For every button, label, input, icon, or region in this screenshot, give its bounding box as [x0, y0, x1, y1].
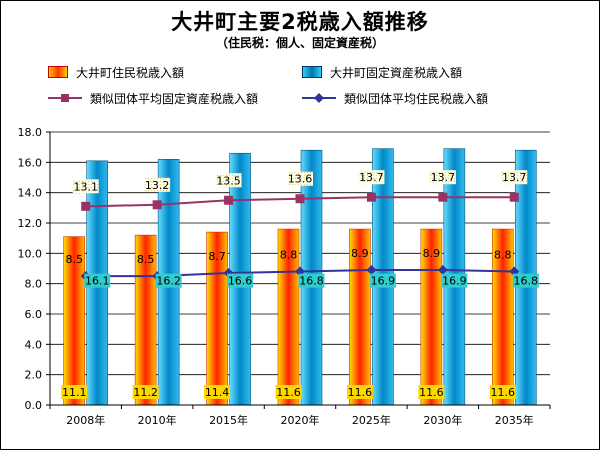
property-tax-data-label-bg — [369, 273, 396, 288]
legend-swatch-similar-property-tax — [48, 94, 82, 102]
y-tick-label: 4.0 — [25, 338, 43, 351]
y-tick-label: 16.0 — [18, 156, 43, 169]
similar-resident-tax-data-label: 8.5 — [65, 253, 83, 266]
similar-property-tax-marker — [509, 192, 519, 202]
similar-property-tax-data-label-bg — [215, 173, 242, 188]
y-tick-label: 2.0 — [25, 369, 43, 382]
legend-swatch-property-tax — [302, 66, 322, 78]
similar-property-tax-data-label: 13.7 — [359, 171, 384, 184]
similar-property-tax-data-label-bg — [287, 171, 313, 186]
similar-property-tax-marker — [81, 201, 91, 211]
similar-resident-tax-data-label: 8.9 — [423, 247, 441, 260]
resident-tax-data-label-bg — [275, 385, 302, 399]
resident-tax-data-label-bg — [346, 385, 373, 399]
legend-swatch-resident-tax — [48, 66, 68, 78]
similar-resident-tax-marker — [366, 265, 377, 276]
similar-property-tax-data-label: 13.7 — [502, 171, 527, 184]
resident-tax-data-label: 11.4 — [205, 386, 230, 399]
chart-subtitle: （住民税：個人、固定資産税） — [215, 36, 384, 50]
similar-property-tax-marker — [224, 195, 234, 205]
property-tax-data-label: 16.2 — [156, 275, 181, 288]
property-tax-data-label: 16.9 — [442, 275, 467, 288]
chart-title: 大井町主要2税歳入額推移 — [171, 10, 429, 34]
similar-property-tax-data-label-bg — [72, 179, 99, 194]
similar-resident-tax-data-label: 8.8 — [280, 249, 298, 262]
y-tick-label: 0.0 — [25, 399, 43, 412]
x-tick-label: 2008年 — [66, 413, 105, 427]
similar-resident-tax-marker — [437, 265, 448, 276]
similar-resident-tax-data-label: 8.9 — [351, 247, 369, 260]
resident-tax-data-label: 11.6 — [491, 386, 516, 399]
similar-property-tax-data-label-bg — [144, 177, 171, 192]
resident-tax-data-label-bg — [418, 385, 445, 399]
x-tick-label: 2025年 — [352, 413, 391, 427]
y-tick-label: 10.0 — [18, 247, 43, 260]
similar-property-tax-data-label: 13.7 — [431, 171, 456, 184]
y-tick-label: 6.0 — [25, 308, 43, 321]
similar-resident-tax-data-label: 8.8 — [494, 249, 512, 262]
property-tax-data-label: 16.8 — [514, 275, 539, 288]
similar-property-tax-data-label: 13.2 — [145, 179, 170, 192]
x-tick-label: 2035年 — [495, 413, 534, 427]
similar-property-tax-marker — [295, 194, 305, 204]
similar-property-tax-data-label: 13.1 — [73, 180, 98, 193]
y-tick-label: 8.0 — [25, 278, 43, 291]
property-tax-data-label-bg — [441, 273, 468, 288]
resident-tax-data-label: 11.6 — [419, 386, 444, 399]
similar-resident-tax-data-label: 8.5 — [137, 253, 155, 266]
legend-item-similar-resident-tax: 類似団体平均住民税歳入額 — [302, 90, 488, 106]
similar-property-tax-data-label: 13.6 — [288, 173, 313, 186]
resident-tax-data-label: 11.6 — [276, 386, 301, 399]
property-tax-data-label: 16.8 — [299, 275, 324, 288]
resident-tax-data-label-bg — [204, 385, 231, 399]
x-tick-label: 2015年 — [209, 413, 248, 427]
property-tax-data-label-bg — [298, 273, 325, 288]
legend-label-similar-resident-tax: 類似団体平均住民税歳入額 — [344, 91, 489, 106]
legend-item-property-tax: 大井町固定資産税歳入額 — [302, 64, 462, 80]
resident-tax-data-label: 11.6 — [348, 386, 373, 399]
resident-tax-data-label: 11.1 — [62, 386, 87, 399]
y-tick-label: 12.0 — [18, 217, 43, 230]
x-tick-label: 2020年 — [281, 413, 320, 427]
similar-property-tax-marker — [438, 192, 448, 202]
legend-label-resident-tax: 大井町住民税歳入額 — [76, 65, 185, 80]
legend-item-similar-property-tax: 類似団体平均固定資産税歳入額 — [48, 90, 258, 106]
similar-property-tax-marker — [366, 192, 376, 202]
resident-tax-data-label-bg — [61, 385, 88, 399]
property-tax-data-label: 16.1 — [85, 275, 110, 288]
similar-property-tax-marker — [152, 200, 162, 210]
property-tax-data-label-bg — [84, 273, 111, 288]
resident-tax-data-label-bg — [489, 385, 516, 399]
similar-property-tax-data-label-bg — [358, 170, 385, 185]
y-tick-label: 14.0 — [18, 187, 43, 200]
property-tax-data-label-bg — [512, 273, 539, 288]
x-tick-label: 2030年 — [423, 413, 462, 427]
legend-item-resident-tax: 大井町住民税歳入額 — [48, 64, 184, 80]
x-tick-label: 2010年 — [138, 413, 177, 427]
similar-property-tax-data-label-bg — [429, 170, 456, 185]
legend-label-property-tax: 大井町固定資産税歳入額 — [330, 65, 463, 80]
property-tax-data-label-bg — [155, 273, 182, 288]
similar-property-tax-data-label: 13.5 — [216, 174, 241, 187]
resident-tax-data-label: 11.2 — [133, 386, 158, 399]
property-tax-data-label: 16.9 — [371, 275, 396, 288]
legend-label-similar-property-tax: 類似団体平均固定資産税歳入額 — [90, 91, 259, 106]
similar-property-tax-data-label-bg — [501, 170, 528, 185]
resident-tax-data-label-bg — [132, 385, 159, 399]
similar-resident-tax-data-label: 8.7 — [208, 250, 226, 263]
property-tax-data-label: 16.6 — [228, 275, 253, 288]
property-tax-data-label-bg — [227, 273, 254, 288]
y-tick-label: 18.0 — [18, 126, 43, 139]
legend-swatch-similar-resident-tax — [302, 93, 336, 103]
